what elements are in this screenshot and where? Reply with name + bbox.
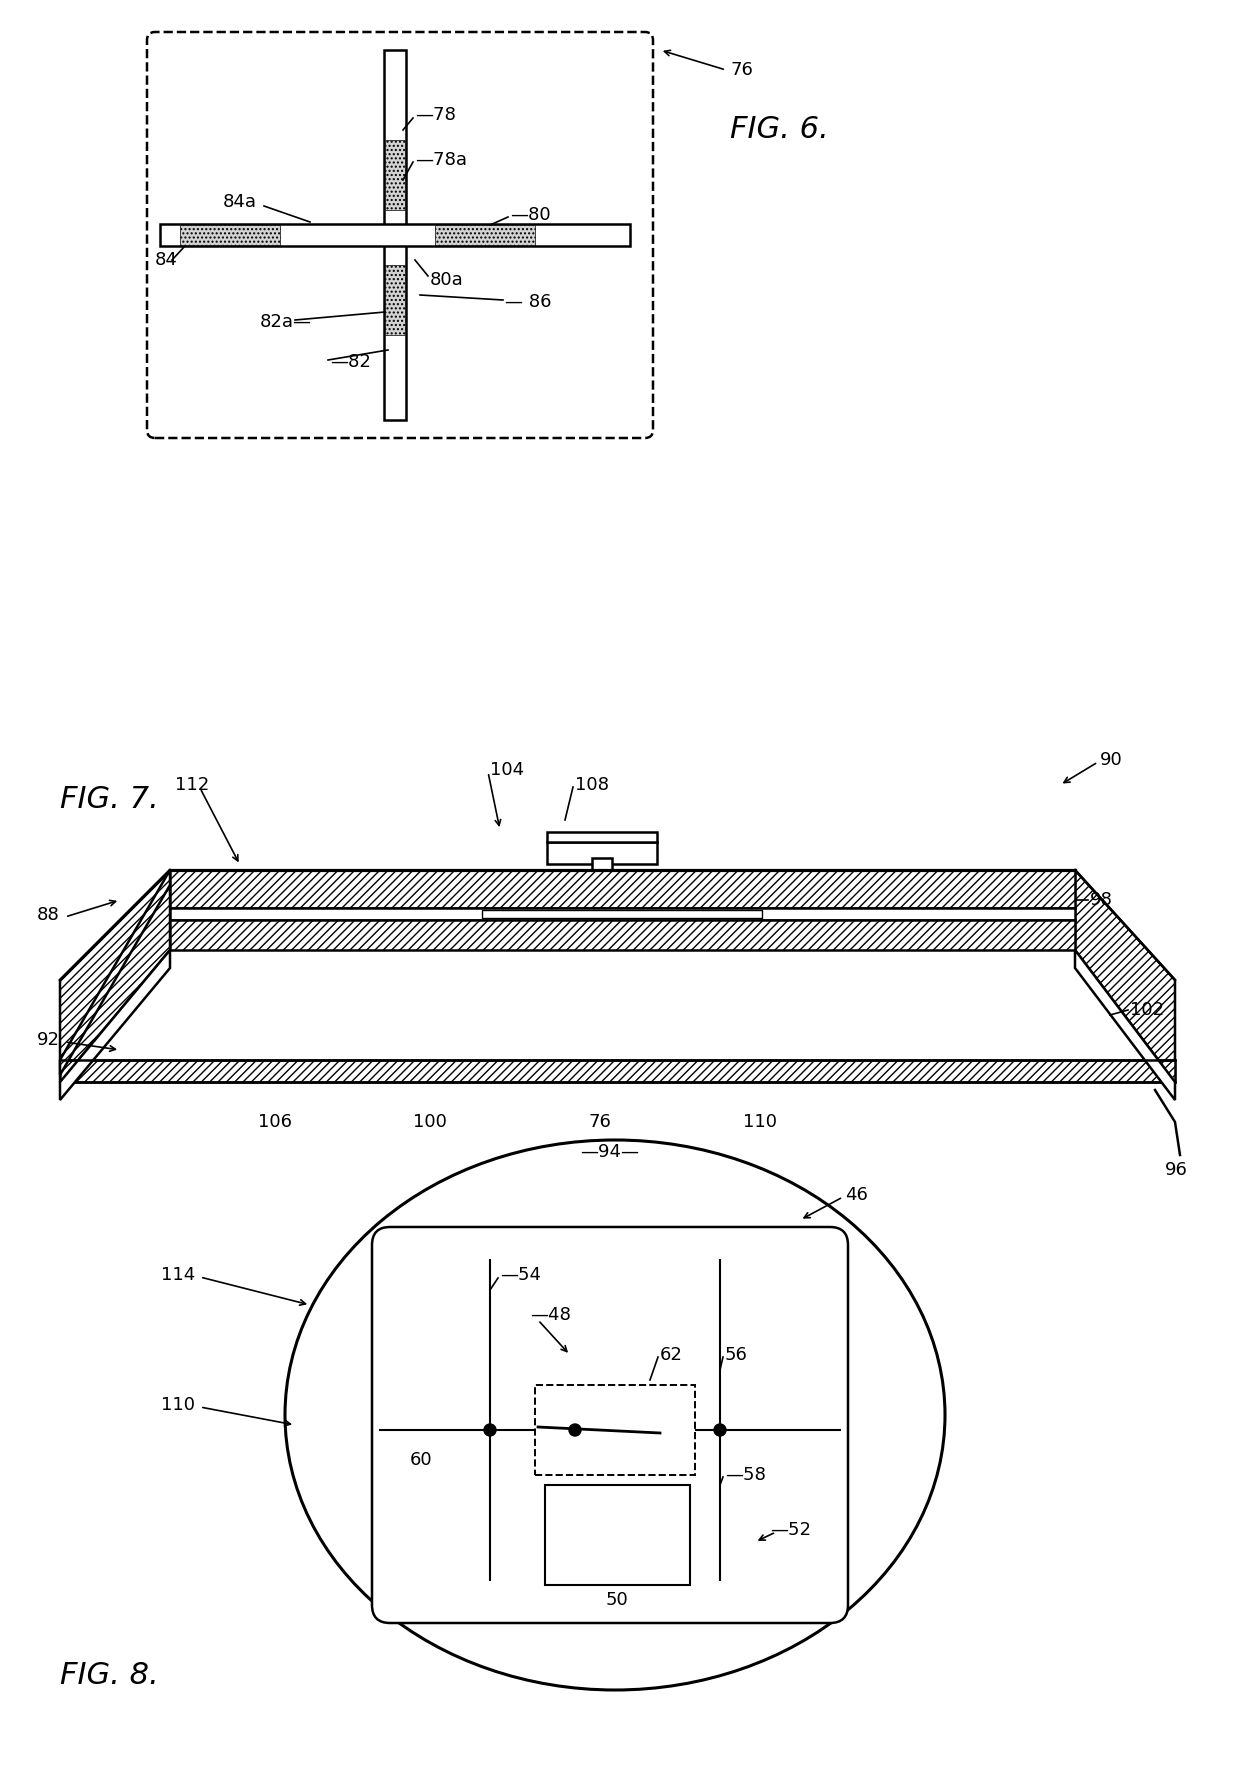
Bar — [546, 1485, 689, 1584]
FancyBboxPatch shape — [372, 1227, 848, 1623]
Polygon shape — [60, 871, 170, 1074]
Text: 104: 104 — [490, 761, 525, 779]
Ellipse shape — [285, 1140, 945, 1690]
Text: 76: 76 — [589, 1113, 611, 1131]
Polygon shape — [60, 871, 170, 1081]
Bar — [170, 871, 1075, 908]
Text: — 86: — 86 — [505, 294, 552, 312]
Circle shape — [569, 1425, 582, 1435]
Text: —94—: —94— — [580, 1143, 640, 1161]
Text: 92: 92 — [37, 1030, 60, 1050]
Bar — [160, 225, 630, 246]
Bar — [482, 910, 763, 919]
Text: 90: 90 — [1100, 750, 1122, 768]
Text: 96: 96 — [1166, 1161, 1188, 1179]
Text: 108: 108 — [575, 775, 609, 795]
Text: 112: 112 — [175, 775, 210, 795]
Bar — [384, 50, 405, 419]
Bar — [384, 266, 405, 335]
Text: 80a: 80a — [430, 271, 464, 289]
Polygon shape — [1075, 950, 1176, 1099]
Circle shape — [714, 1425, 725, 1435]
Text: FIG. 8.: FIG. 8. — [60, 1660, 159, 1690]
Bar — [547, 843, 657, 864]
Bar — [591, 858, 613, 871]
Text: 84: 84 — [155, 251, 177, 269]
Text: —78: —78 — [415, 106, 456, 124]
Text: 50: 50 — [605, 1591, 629, 1609]
Text: 76: 76 — [730, 60, 753, 80]
Text: —78a: —78a — [415, 150, 467, 168]
Text: 88: 88 — [37, 906, 60, 924]
FancyBboxPatch shape — [148, 32, 653, 437]
Text: 100: 100 — [413, 1113, 446, 1131]
Text: —48: —48 — [529, 1306, 570, 1324]
Polygon shape — [60, 950, 170, 1099]
Text: —82: —82 — [330, 352, 371, 372]
Text: 110: 110 — [743, 1113, 777, 1131]
Text: —54: —54 — [500, 1266, 541, 1283]
Text: —52: —52 — [770, 1520, 811, 1538]
Text: —58: —58 — [725, 1466, 766, 1483]
Bar — [170, 908, 1075, 920]
Text: FIG. 7.: FIG. 7. — [60, 786, 159, 814]
Text: 56: 56 — [725, 1345, 748, 1365]
Bar — [60, 1060, 1176, 1081]
Text: 106: 106 — [258, 1113, 291, 1131]
Text: 102: 102 — [1130, 1002, 1164, 1020]
Text: 46: 46 — [844, 1186, 868, 1204]
Text: 98: 98 — [1090, 890, 1112, 910]
Bar — [180, 225, 280, 244]
Text: 60: 60 — [410, 1451, 433, 1469]
Text: FIG. 6.: FIG. 6. — [730, 115, 828, 145]
Bar — [534, 1384, 694, 1474]
Bar — [435, 225, 534, 244]
Text: —80: —80 — [510, 205, 551, 225]
Bar — [170, 920, 1075, 950]
Text: 110: 110 — [161, 1397, 195, 1414]
Text: 84a: 84a — [223, 193, 257, 211]
Circle shape — [484, 1425, 496, 1435]
Bar — [384, 140, 405, 211]
Text: 114: 114 — [161, 1266, 195, 1283]
Bar — [547, 832, 657, 843]
Polygon shape — [1075, 871, 1176, 1081]
Text: 82a—: 82a— — [260, 313, 312, 331]
Text: 62: 62 — [660, 1345, 683, 1365]
